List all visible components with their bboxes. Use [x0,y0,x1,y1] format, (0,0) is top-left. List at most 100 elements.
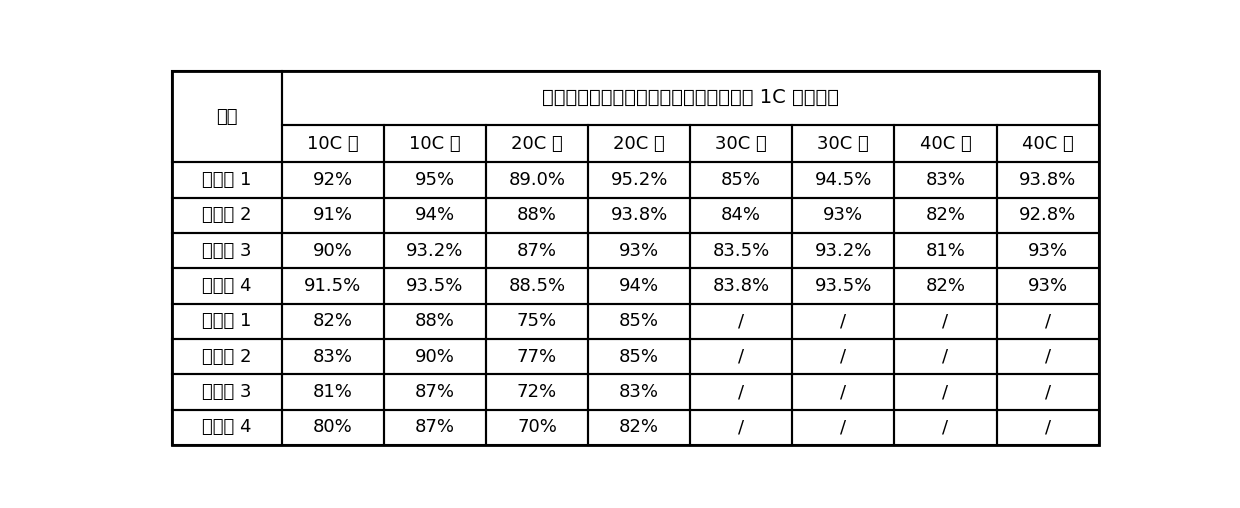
Bar [997,163,1099,198]
Bar [997,125,1099,163]
Bar [486,198,588,233]
Text: 83%: 83% [312,348,352,366]
Text: 10C 放: 10C 放 [409,135,460,153]
Text: 20C 放: 20C 放 [614,135,665,153]
Bar [894,304,997,339]
Bar [486,268,588,304]
Bar [172,374,281,410]
Bar [486,410,588,445]
Bar [281,71,1099,125]
Bar [383,268,486,304]
Text: 93%: 93% [1028,242,1068,260]
Text: /: / [1044,348,1050,366]
Text: 82%: 82% [925,206,966,225]
Bar [792,125,894,163]
Text: 对比例 2: 对比例 2 [202,348,252,366]
Text: 83.5%: 83.5% [713,242,770,260]
Text: /: / [738,383,744,401]
Bar [281,268,383,304]
Text: 88%: 88% [415,312,455,330]
Bar [792,198,894,233]
Text: 82%: 82% [619,419,660,436]
Bar [383,339,486,374]
Text: 93.5%: 93.5% [815,277,872,295]
Bar [281,198,383,233]
Bar [383,233,486,268]
Bar [792,304,894,339]
Bar [383,304,486,339]
Bar [997,339,1099,374]
Bar [281,233,383,268]
Bar [894,125,997,163]
Text: /: / [841,383,847,401]
Bar [997,304,1099,339]
Bar [894,374,997,410]
Bar [894,198,997,233]
Text: 93.2%: 93.2% [815,242,872,260]
Bar [172,304,281,339]
Text: 对比例 3: 对比例 3 [202,383,252,401]
Text: /: / [942,419,949,436]
Text: 92.8%: 92.8% [1019,206,1076,225]
Text: 88.5%: 88.5% [508,277,565,295]
Bar [172,198,281,233]
Bar [792,374,894,410]
Text: 85%: 85% [619,312,660,330]
Bar [281,125,383,163]
Text: 实施例 4: 实施例 4 [202,277,252,295]
Text: /: / [841,312,847,330]
Text: 84%: 84% [722,206,761,225]
Text: /: / [942,312,949,330]
Text: 88%: 88% [517,206,557,225]
Text: /: / [738,419,744,436]
Bar [997,268,1099,304]
Bar [691,125,792,163]
Bar [792,268,894,304]
Bar [281,410,383,445]
Bar [894,410,997,445]
Bar [486,233,588,268]
Text: 95.2%: 95.2% [610,171,668,189]
Text: 93.2%: 93.2% [407,242,464,260]
Text: /: / [738,312,744,330]
Bar [172,163,281,198]
Bar [172,268,281,304]
Text: 85%: 85% [722,171,761,189]
Text: 实施例 2: 实施例 2 [202,206,252,225]
Bar [691,339,792,374]
Bar [172,339,281,374]
Text: 75%: 75% [517,312,557,330]
Text: 87%: 87% [415,419,455,436]
Bar [894,339,997,374]
Bar [691,374,792,410]
Bar [588,198,691,233]
Text: 94%: 94% [414,206,455,225]
Text: /: / [1044,383,1050,401]
Bar [486,374,588,410]
Bar [172,410,281,445]
Text: 93.5%: 93.5% [407,277,464,295]
Bar [691,233,792,268]
Bar [997,198,1099,233]
Text: 83%: 83% [925,171,966,189]
Bar [894,268,997,304]
Bar [383,374,486,410]
Text: /: / [1044,419,1050,436]
Bar [997,410,1099,445]
Text: 91%: 91% [312,206,352,225]
Bar [281,339,383,374]
Text: 87%: 87% [517,242,557,260]
Bar [588,339,691,374]
Text: 87%: 87% [415,383,455,401]
Bar [588,163,691,198]
Text: 82%: 82% [925,277,966,295]
Text: 93%: 93% [1028,277,1068,295]
Bar [691,198,792,233]
Text: 93.8%: 93.8% [1019,171,1076,189]
Text: 40C 放: 40C 放 [1022,135,1074,153]
Bar [894,163,997,198]
Bar [172,233,281,268]
Bar [588,268,691,304]
Text: 实施例 3: 实施例 3 [202,242,252,260]
Bar [281,163,383,198]
